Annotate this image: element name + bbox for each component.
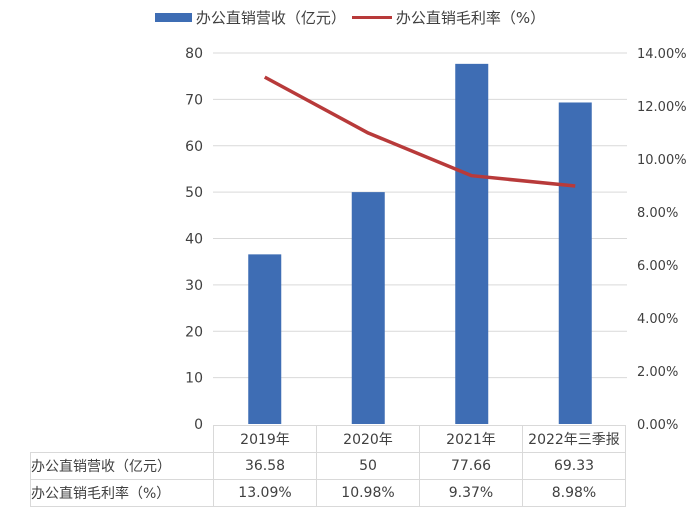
y-right-tick: 0.00% bbox=[637, 418, 678, 433]
legend-bar-swatch-icon bbox=[154, 13, 192, 22]
data-table: 2019年 2020年 2021年 2022年三季报 办公直销营收（亿元） 36… bbox=[30, 425, 626, 507]
chart-legend: 办公直销营收（亿元） 办公直销毛利率（%） bbox=[0, 7, 700, 28]
y-left-tick: 50 bbox=[185, 185, 203, 201]
y-right-tick: 12.00% bbox=[637, 100, 687, 115]
table-header-row: 2019年 2020年 2021年 2022年三季报 bbox=[30, 425, 626, 453]
y-right-tick: 2.00% bbox=[637, 365, 678, 380]
table-row: 办公直销毛利率（%） 13.09% 10.98% 9.37% 8.98% bbox=[30, 479, 626, 507]
table-header-cell: 2022年三季报 bbox=[522, 425, 626, 453]
y-right-tick: 6.00% bbox=[637, 259, 678, 274]
table-cell: 69.33 bbox=[522, 452, 626, 480]
table-cell: 13.09% bbox=[213, 479, 317, 507]
y-right-tick: 10.00% bbox=[637, 153, 687, 168]
y-left-tick: 30 bbox=[185, 278, 203, 294]
row-label: 办公直销营收（亿元） bbox=[30, 452, 214, 480]
legend-line-swatch-icon bbox=[351, 16, 392, 19]
legend-label-margin: 办公直销毛利率（%） bbox=[395, 9, 546, 27]
table-row: 办公直销营收（亿元） 36.58 50 77.66 69.33 bbox=[30, 452, 626, 480]
table-corner bbox=[30, 425, 214, 453]
bar bbox=[558, 102, 592, 425]
y-left-tick: 40 bbox=[185, 232, 203, 248]
y-right-tick: 8.00% bbox=[637, 206, 678, 221]
y-left-tick: 0 bbox=[194, 417, 203, 433]
bar bbox=[248, 254, 282, 424]
margin-line bbox=[263, 75, 576, 188]
table-cell: 8.98% bbox=[522, 479, 626, 507]
y-left-tick: 80 bbox=[185, 46, 203, 62]
table-cell: 77.66 bbox=[419, 452, 523, 480]
y-right-tick: 4.00% bbox=[637, 312, 678, 327]
table-header-cell: 2019年 bbox=[213, 425, 317, 453]
y-left-tick: 60 bbox=[185, 139, 203, 155]
table-cell: 50 bbox=[316, 452, 420, 480]
legend-item-margin: 办公直销毛利率（%） bbox=[351, 7, 546, 28]
row-label: 办公直销毛利率（%） bbox=[30, 479, 214, 507]
table-header-cell: 2021年 bbox=[419, 425, 523, 453]
table-cell: 9.37% bbox=[419, 479, 523, 507]
table-header-cell: 2020年 bbox=[316, 425, 420, 453]
legend-item-revenue: 办公直销营收（亿元） bbox=[154, 7, 346, 28]
bar bbox=[455, 63, 489, 425]
legend-label-revenue: 办公直销营收（亿元） bbox=[195, 9, 346, 27]
y-left-tick: 20 bbox=[185, 324, 203, 340]
table-cell: 10.98% bbox=[316, 479, 420, 507]
y-right-tick: 14.00% bbox=[637, 47, 687, 62]
y-left-tick: 70 bbox=[185, 92, 203, 108]
y-left-tick: 10 bbox=[185, 371, 203, 387]
table-cell: 36.58 bbox=[213, 452, 317, 480]
bar bbox=[351, 192, 385, 424]
